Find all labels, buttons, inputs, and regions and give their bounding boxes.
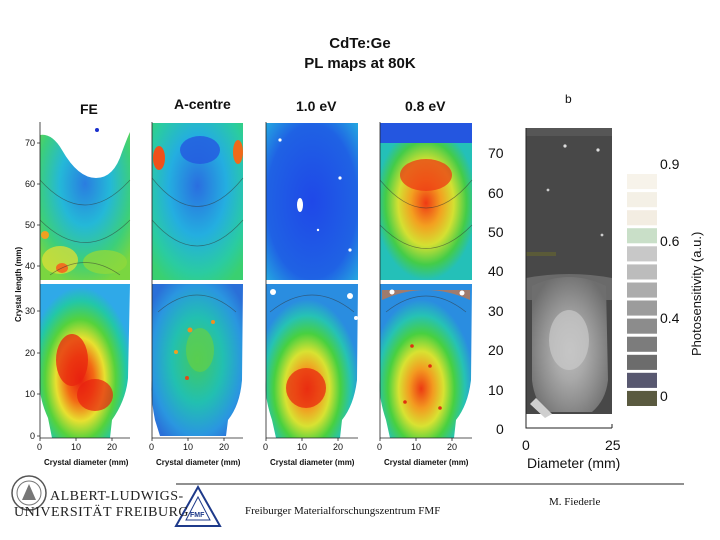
y-tick-label: 10 — [488, 382, 504, 398]
colorbar-swatch — [627, 282, 657, 298]
x-tick-label: 20 — [219, 442, 230, 452]
x-tick-label: 25 — [605, 437, 621, 453]
colorbar-swatch — [627, 318, 657, 334]
y-tick-label: 60 — [25, 179, 36, 189]
y-tick-label: 30 — [488, 303, 504, 319]
title-line-2: PL maps at 80K — [304, 55, 416, 72]
x-tick-label: 20 — [447, 442, 458, 452]
y-tick-label: 30 — [25, 306, 36, 316]
x-tick-label: 0 — [377, 442, 383, 452]
y-tick-label: 0 — [496, 421, 504, 437]
title-line-1: CdTe:Ge — [329, 35, 391, 52]
axes-a-centre — [151, 122, 243, 441]
colorbar-tick-label: 0 — [660, 388, 668, 404]
colorbar-tick-label: 0.9 — [660, 156, 680, 172]
university-name-line-2: UNIVERSITÄT FREIBURG — [14, 505, 190, 520]
colorbar-label: Photosensitivity (a.u.) — [689, 231, 704, 356]
x-axis-label-08ev: Crystal diameter (mm) — [384, 458, 469, 467]
y-axis-label-fe: Crystal length (mm) — [14, 246, 23, 322]
y-tick-label: 70 — [488, 145, 504, 161]
y-tick-label: 10 — [25, 389, 36, 399]
x-tick-label: 10 — [411, 442, 422, 452]
colorbar-swatch — [627, 246, 657, 262]
panel-title-a-centre: A-centre — [174, 96, 231, 112]
colorbar-swatch — [627, 192, 657, 208]
panel-label-b: b — [565, 92, 572, 106]
figure-title: CdTe:Ge PL maps at 80K — [0, 34, 720, 74]
panel-fe-map — [39, 128, 131, 438]
y-tick-label: 40 — [25, 261, 36, 271]
y-tick-label: 20 — [25, 348, 36, 358]
axes-photosensitivity — [525, 128, 613, 429]
footer-center-text: Freiburger Materialforschungszentrum FMF — [245, 505, 441, 517]
y-tick-label: 70 — [25, 138, 36, 148]
fmf-logo-text: FMF — [190, 512, 205, 519]
panel-photosensitivity-map — [526, 128, 612, 418]
footer-author: M. Fiederle — [549, 496, 601, 508]
y-tick-label: 50 — [488, 224, 504, 240]
panel-08ev-map — [379, 123, 473, 438]
y-tick-label: 0 — [30, 431, 36, 441]
colorbar-tick-label: 0.6 — [660, 233, 680, 249]
x-tick-label: 10 — [183, 442, 194, 452]
colorbar-tick-label: 0.4 — [660, 310, 680, 326]
y-tick-label: 20 — [488, 342, 504, 358]
axes-fe — [37, 122, 130, 441]
x-tick-label: 0 — [149, 442, 155, 452]
colorbar-swatch — [627, 174, 657, 190]
axes-08ev — [379, 122, 472, 441]
x-tick-label: 0 — [263, 442, 269, 452]
photosensitivity-colorbar — [627, 174, 657, 406]
x-axis-label-photosensitivity: Diameter (mm) — [527, 455, 621, 471]
university-name-line-1: ALBERT-LUDWIGS- — [50, 489, 184, 504]
colorbar-swatch — [627, 390, 657, 406]
x-tick-label: 10 — [71, 442, 82, 452]
x-axis-label-a-centre: Crystal diameter (mm) — [156, 458, 241, 467]
panel-1ev-map — [265, 123, 358, 438]
x-tick-label: 20 — [107, 442, 118, 452]
panel-title-fe: FE — [80, 101, 98, 117]
x-tick-label: 0 — [522, 437, 530, 453]
y-tick-label: 60 — [488, 185, 504, 201]
fmf-logo — [174, 484, 222, 527]
university-seal — [11, 475, 47, 511]
colorbar-swatch — [627, 336, 657, 352]
x-axis-label-1ev: Crystal diameter (mm) — [270, 458, 355, 467]
colorbar-swatch — [627, 300, 657, 316]
colorbar-swatch — [627, 264, 657, 280]
x-axis-label-fe: Crystal diameter (mm) — [44, 458, 129, 467]
panel-title-08ev: 0.8 eV — [405, 98, 446, 114]
colorbar-swatch — [627, 354, 657, 370]
axes-1ev — [265, 122, 358, 441]
colorbar-swatch — [627, 372, 657, 388]
colorbar-swatch — [627, 210, 657, 226]
x-tick-label: 0 — [37, 442, 43, 452]
panel-a-centre-map — [151, 123, 244, 436]
y-tick-label: 50 — [25, 220, 36, 230]
y-tick-label: 40 — [488, 263, 504, 279]
x-tick-label: 20 — [333, 442, 344, 452]
x-tick-label: 10 — [297, 442, 308, 452]
panel-title-1ev: 1.0 eV — [296, 98, 337, 114]
colorbar-swatch — [627, 228, 657, 244]
